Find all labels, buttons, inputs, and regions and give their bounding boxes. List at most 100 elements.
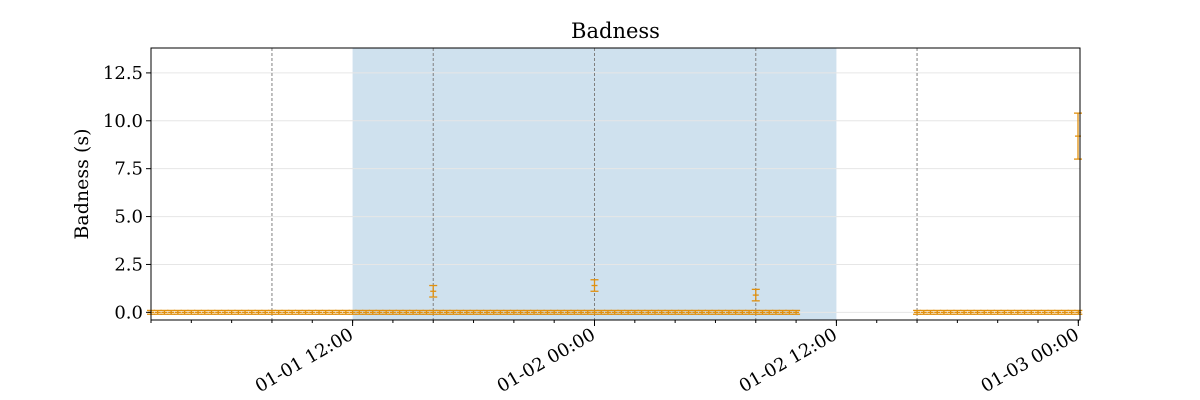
data-point (200, 309, 209, 315)
data-point (227, 309, 236, 315)
data-point (603, 309, 612, 315)
data-point (590, 309, 599, 315)
data-point (314, 309, 323, 315)
y-tick-label: 0.0 (114, 302, 143, 323)
data-point (624, 309, 633, 315)
y-tick-label: 10.0 (103, 111, 143, 132)
data-point (388, 309, 397, 315)
data-point (617, 309, 626, 315)
data-point (241, 309, 250, 315)
data-point (650, 309, 659, 315)
data-point (556, 309, 565, 315)
data-point (926, 309, 935, 315)
y-tick-label: 2.5 (114, 254, 143, 275)
data-point (536, 309, 545, 315)
x-tick-label: 01-02 00:00 (494, 324, 599, 397)
data-point (274, 309, 283, 315)
data-point (187, 309, 196, 315)
data-point (496, 309, 505, 315)
data-point (610, 309, 619, 315)
y-tick-label: 5.0 (114, 207, 143, 228)
data-point (335, 309, 344, 315)
x-tick-label: 01-03 00:00 (977, 324, 1082, 397)
data-point (751, 309, 760, 315)
data-point (530, 309, 539, 315)
data-point (321, 309, 330, 315)
data-point (745, 309, 754, 315)
data-point (913, 309, 922, 315)
data-point (294, 309, 303, 315)
data-point (153, 309, 162, 315)
data-point (583, 309, 592, 315)
data-point (731, 309, 740, 315)
data-point (630, 309, 639, 315)
data-point (960, 309, 969, 315)
data-point (214, 309, 223, 315)
data-point (919, 309, 928, 315)
data-point (980, 309, 989, 315)
highlight-point (751, 288, 760, 302)
data-point (664, 309, 673, 315)
highlight-point (590, 279, 599, 292)
data-point (476, 309, 485, 315)
data-point (160, 309, 169, 315)
data-point (281, 309, 290, 315)
data-point (180, 309, 189, 315)
data-point (308, 309, 317, 315)
data-point (422, 309, 431, 315)
data-point (375, 309, 384, 315)
data-point (395, 309, 404, 315)
data-point (698, 309, 707, 315)
data-point (543, 309, 552, 315)
highlight-point (1074, 112, 1082, 160)
data-point (1007, 309, 1016, 315)
data-point (368, 309, 377, 315)
data-point (966, 309, 975, 315)
data-point (173, 309, 182, 315)
data-point (435, 309, 444, 315)
data-point (711, 309, 720, 315)
data-point (194, 309, 203, 315)
data-point (577, 309, 586, 315)
data-point (738, 309, 747, 315)
data-point (765, 309, 774, 315)
data-point (718, 309, 727, 315)
data-point (1067, 309, 1076, 315)
data-point (1034, 309, 1043, 315)
chart-title: Badness (571, 19, 660, 43)
data-point (563, 309, 572, 315)
data-point (1047, 309, 1056, 315)
data-point (247, 309, 256, 315)
data-point (946, 309, 955, 315)
data-point (409, 309, 418, 315)
data-point (993, 309, 1002, 315)
data-point (288, 309, 297, 315)
data-point (234, 309, 243, 315)
x-tick-label: 01-02 12:00 (736, 324, 841, 397)
data-point (509, 309, 518, 315)
data-point (939, 309, 948, 315)
data-point (657, 309, 666, 315)
data-point (550, 309, 559, 315)
data-point (355, 309, 364, 315)
data-point (684, 309, 693, 315)
data-point (267, 309, 276, 315)
data-point (469, 309, 478, 315)
data-point (637, 309, 646, 315)
data-point (254, 309, 263, 315)
data-point (482, 309, 491, 315)
data-point (1000, 309, 1009, 315)
data-point (570, 309, 579, 315)
data-point (691, 309, 700, 315)
data-point (382, 309, 391, 315)
data-point (523, 309, 532, 315)
data-point (644, 309, 653, 315)
data-point (597, 309, 606, 315)
data-point (771, 309, 780, 315)
y-tick-label: 12.5 (103, 63, 143, 84)
data-point (704, 309, 713, 315)
data-point (261, 309, 270, 315)
data-point (792, 309, 801, 315)
